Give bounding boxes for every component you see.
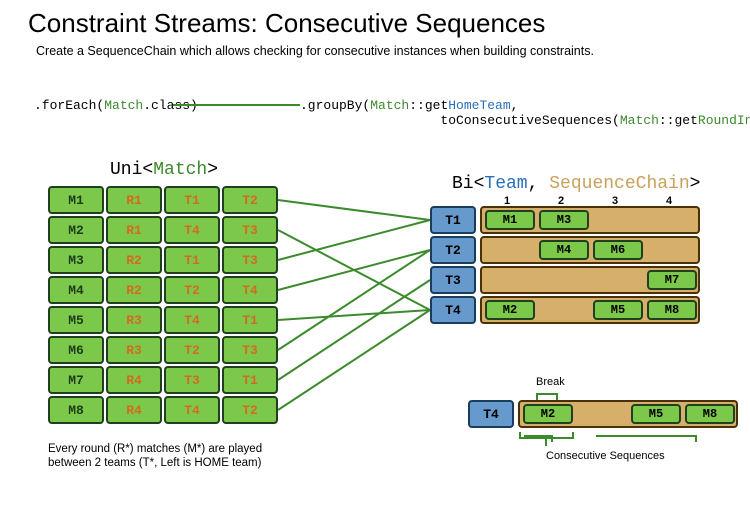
team-head: T4 — [468, 400, 514, 428]
footnote: Every round (R*) matches (M*) are played… — [48, 442, 262, 471]
cell-m: M1 — [48, 186, 104, 214]
seq-row: T4 M2 M5M8 — [430, 296, 700, 324]
sequence-bar: M2 M5M8 — [480, 296, 700, 324]
left-section-label: Uni<Match> — [110, 160, 218, 180]
match-slot: M1 — [485, 210, 535, 230]
left-grid: M1R1T1T2M2R1T4T3M3R2T1T3M4R2T2T4M5R3T4T1… — [48, 186, 278, 426]
match-slot: M8 — [685, 404, 735, 424]
match-slot: M5 — [593, 300, 643, 320]
cell-r: R2 — [106, 276, 162, 304]
table-row: M7R4T3T1 — [48, 366, 278, 394]
match-slot: M4 — [539, 240, 589, 260]
match-slot: M3 — [539, 210, 589, 230]
team-head: T1 — [430, 206, 476, 234]
cell-t2: T2 — [222, 186, 278, 214]
match-slot: M6 — [593, 240, 643, 260]
team-head: T3 — [430, 266, 476, 294]
cell-t1: T2 — [164, 276, 220, 304]
cell-t2: T3 — [222, 216, 278, 244]
team-head: T4 — [430, 296, 476, 324]
detail-row: T4 M2 M5M8 — [468, 400, 738, 430]
cell-t2: T3 — [222, 246, 278, 274]
cell-t2: T4 — [222, 276, 278, 304]
break-label: Break — [536, 376, 565, 388]
table-row: M1R1T1T2 — [48, 186, 278, 214]
cell-m: M2 — [48, 216, 104, 244]
match-slot: M5 — [631, 404, 681, 424]
seq-row: T1M1M3 — [430, 206, 700, 234]
match-slot: M7 — [647, 270, 697, 290]
cell-m: M5 — [48, 306, 104, 334]
sequence-bar: M2 M5M8 — [518, 400, 738, 428]
cell-m: M4 — [48, 276, 104, 304]
table-row: M3R2T1T3 — [48, 246, 278, 274]
cell-m: M6 — [48, 336, 104, 364]
cs-label: Consecutive Sequences — [546, 450, 665, 462]
cell-t1: T2 — [164, 336, 220, 364]
right-grid: T1M1M3T2M4M6T3M7T4M2M5M8 — [430, 206, 700, 326]
cell-m: M8 — [48, 396, 104, 424]
table-row: M2R1T4T3 — [48, 216, 278, 244]
match-slot: M8 — [647, 300, 697, 320]
cell-t1: T4 — [164, 216, 220, 244]
seq-row: T3 M7 — [430, 266, 700, 294]
cell-t2: T1 — [222, 366, 278, 394]
seq-row: T2M4M6 — [430, 236, 700, 264]
cell-r: R2 — [106, 246, 162, 274]
cell-r: R1 — [106, 216, 162, 244]
team-head: T2 — [430, 236, 476, 264]
right-section-label: Bi<Team, SequenceChain> — [452, 174, 700, 194]
cell-m: M3 — [48, 246, 104, 274]
match-slot: M2 — [523, 404, 573, 424]
cell-t2: T2 — [222, 396, 278, 424]
sequence-bar: M7 — [480, 266, 700, 294]
cell-t2: T1 — [222, 306, 278, 334]
match-slot: M2 — [485, 300, 535, 320]
cell-t2: T3 — [222, 336, 278, 364]
cell-t1: T1 — [164, 246, 220, 274]
cell-r: R3 — [106, 306, 162, 334]
cell-t1: T4 — [164, 396, 220, 424]
detail-seq-row: T4 M2 M5M8 — [468, 400, 738, 428]
cell-t1: T4 — [164, 306, 220, 334]
table-row: M4R2T2T4 — [48, 276, 278, 304]
cell-r: R4 — [106, 366, 162, 394]
cell-r: R3 — [106, 336, 162, 364]
cell-r: R4 — [106, 396, 162, 424]
sequence-bar: M1M3 — [480, 206, 700, 234]
cell-m: M7 — [48, 366, 104, 394]
table-row: M6R3T2T3 — [48, 336, 278, 364]
table-row: M5R3T4T1 — [48, 306, 278, 334]
cell-t1: T1 — [164, 186, 220, 214]
sequence-bar: M4M6 — [480, 236, 700, 264]
cell-t1: T3 — [164, 366, 220, 394]
cell-r: R1 — [106, 186, 162, 214]
table-row: M8R4T4T2 — [48, 396, 278, 424]
